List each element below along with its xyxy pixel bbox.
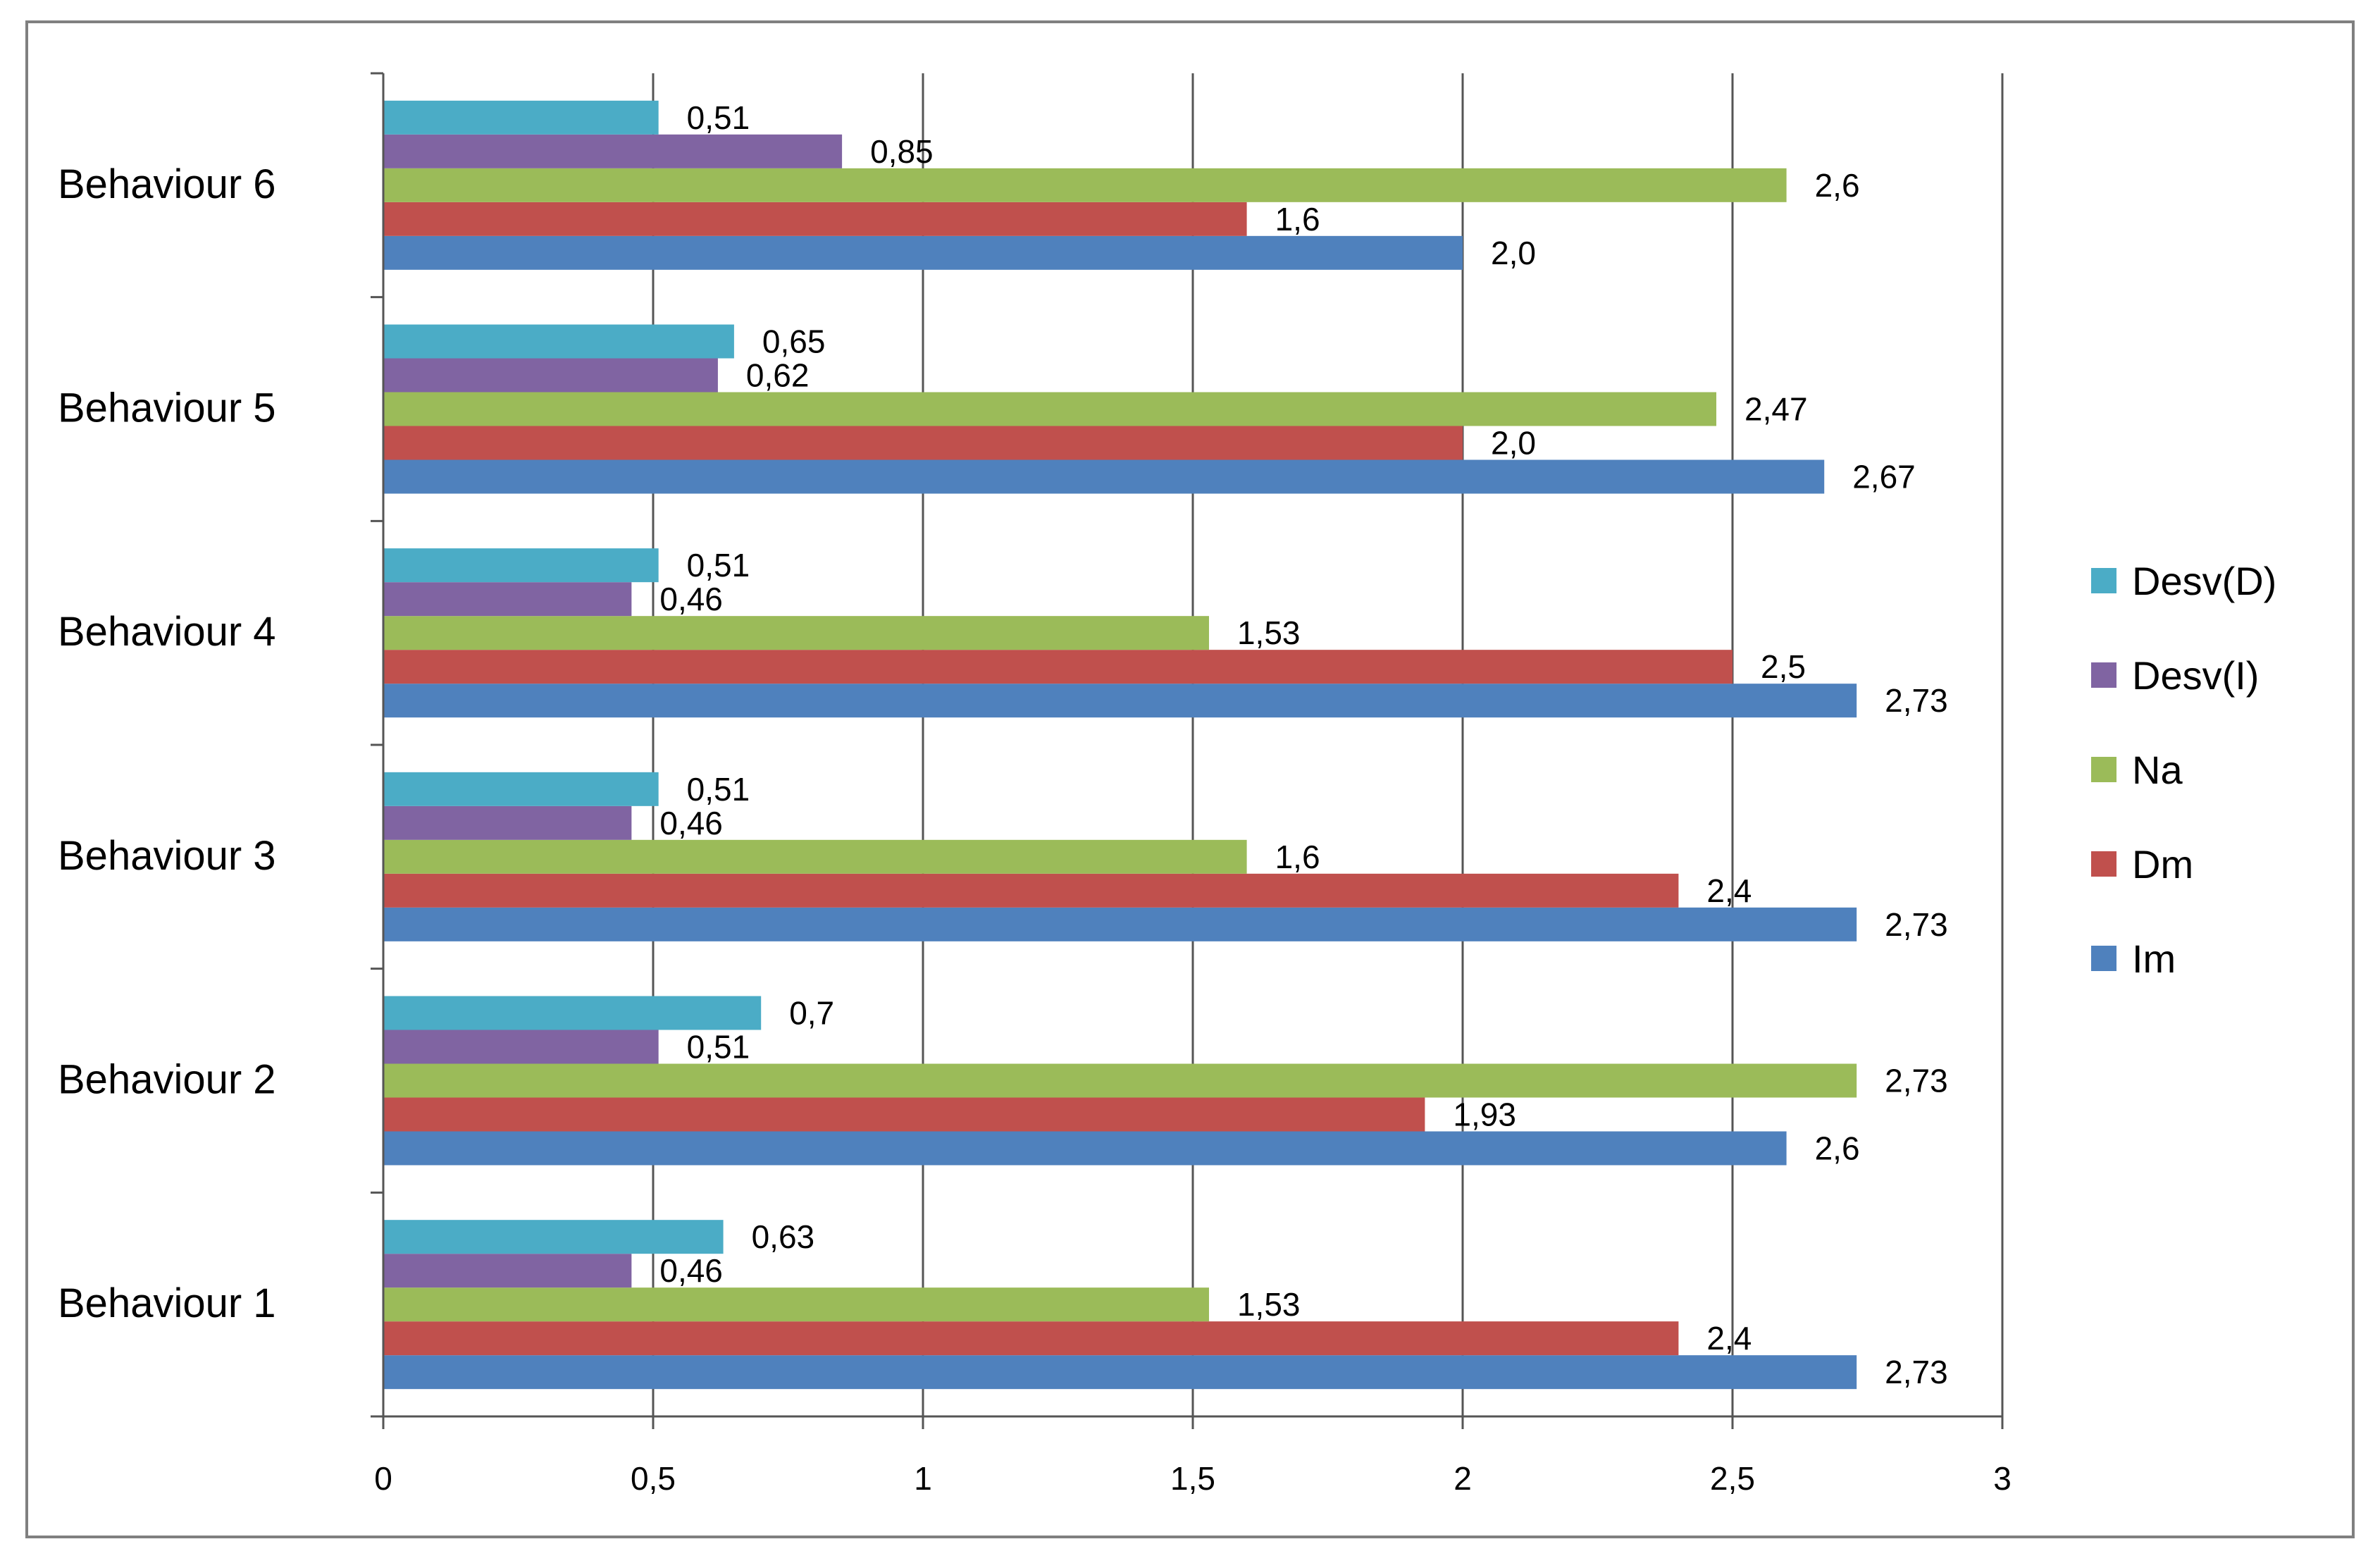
legend-label: Desv(D) xyxy=(2132,559,2276,603)
bar-dm xyxy=(383,650,1733,684)
bar-desvd xyxy=(383,548,659,583)
data-label: 0,7 xyxy=(789,995,834,1032)
data-label: 2,6 xyxy=(1815,1130,1860,1167)
bar-desvd xyxy=(383,996,762,1030)
bar-desvi xyxy=(383,1254,632,1288)
data-label: 2,0 xyxy=(1491,425,1536,462)
data-label: 2,73 xyxy=(1885,682,1948,719)
data-label: 0,51 xyxy=(687,771,750,808)
data-label: 0,63 xyxy=(752,1218,815,1255)
x-tick-label: 0 xyxy=(374,1460,392,1497)
data-label: 2,47 xyxy=(1744,391,1808,428)
bar-dm xyxy=(383,1097,1425,1132)
bar-desvi xyxy=(383,1030,659,1064)
data-label: 2,73 xyxy=(1885,1063,1948,1099)
bar-na xyxy=(383,839,1247,874)
legend-swatch xyxy=(2091,568,2116,593)
gridlines xyxy=(652,73,2004,1416)
category-label: Behaviour 4 xyxy=(58,609,276,655)
data-label: 0,51 xyxy=(687,547,750,583)
bar-na xyxy=(383,1287,1209,1322)
data-labels: 2,73 2,4 1,53 0,46 0,63 2,6 1,93 2,73 0,51 0,7 2,7… xyxy=(659,99,1947,1390)
legend: Desv(D) Desv(I) Na Dm Im xyxy=(2091,559,2276,981)
bar-dm xyxy=(383,1321,1679,1356)
bar-dm xyxy=(383,202,1247,236)
bar-na xyxy=(383,392,1717,426)
data-label: 0,62 xyxy=(746,357,810,394)
x-tick-label: 2,5 xyxy=(1710,1460,1755,1497)
x-tick-label: 2 xyxy=(1454,1460,1472,1497)
data-label: 1,53 xyxy=(1237,614,1301,651)
legend-swatch xyxy=(2091,757,2116,782)
data-label: 1,53 xyxy=(1237,1286,1301,1323)
data-label: 2,4 xyxy=(1706,872,1752,909)
data-label: 2,0 xyxy=(1491,235,1536,271)
bar-desvi xyxy=(383,805,632,840)
bar-na xyxy=(383,168,1787,202)
legend-label: Dm xyxy=(2132,842,2193,886)
bar-dm xyxy=(383,426,1463,460)
category-label: Behaviour 5 xyxy=(58,385,276,431)
bar-im xyxy=(383,907,1857,941)
category-label: Behaviour 2 xyxy=(58,1057,276,1103)
data-label: 0,65 xyxy=(762,323,826,360)
data-label: 2,73 xyxy=(1885,906,1948,943)
data-label: 2,67 xyxy=(1852,459,1916,495)
bar-dm xyxy=(383,873,1679,908)
bar-im xyxy=(383,235,1463,270)
bar-im xyxy=(383,1131,1787,1166)
legend-label: Im xyxy=(2132,937,2176,981)
bar-desvd xyxy=(383,772,659,806)
x-tick-label: 3 xyxy=(1993,1460,2012,1497)
data-label: 0,51 xyxy=(687,99,750,136)
legend-label: Desv(I) xyxy=(2132,653,2259,698)
data-label: 0,85 xyxy=(870,133,934,170)
data-label: 2,4 xyxy=(1706,1320,1752,1357)
bar-na xyxy=(383,616,1209,650)
legend-swatch xyxy=(2091,662,2116,688)
bar-desvd xyxy=(383,1220,724,1254)
x-tick-label: 0,5 xyxy=(631,1460,676,1497)
bar-desvi xyxy=(383,358,718,393)
data-label: 0,46 xyxy=(659,1252,723,1289)
category-label: Behaviour 6 xyxy=(58,161,276,207)
data-label: 1,6 xyxy=(1275,201,1320,237)
data-label: 0,46 xyxy=(659,581,723,617)
bar-desvd xyxy=(383,100,659,135)
data-label: 2,5 xyxy=(1761,648,1806,685)
category-label: Behaviour 1 xyxy=(58,1280,276,1326)
data-label: 0,46 xyxy=(659,805,723,841)
bar-im xyxy=(383,684,1857,718)
bar-desvi xyxy=(383,134,843,168)
data-label: 1,6 xyxy=(1275,839,1320,875)
data-label: 2,6 xyxy=(1815,167,1860,204)
category-label: Behaviour 3 xyxy=(58,833,276,879)
bar-desvi xyxy=(383,582,632,617)
bars xyxy=(383,100,1857,1390)
bar-im xyxy=(383,1355,1857,1390)
bar-im xyxy=(383,459,1825,494)
legend-label: Na xyxy=(2132,748,2183,792)
data-label: 2,73 xyxy=(1885,1354,1948,1390)
bar-desvd xyxy=(383,324,734,359)
legend-swatch xyxy=(2091,946,2116,971)
data-label: 1,93 xyxy=(1453,1096,1516,1133)
x-tick-label: 1 xyxy=(914,1460,932,1497)
data-label: 0,51 xyxy=(687,1029,750,1065)
legend-swatch xyxy=(2091,851,2116,877)
bar-na xyxy=(383,1063,1857,1098)
x-tick-label: 1,5 xyxy=(1170,1460,1215,1497)
